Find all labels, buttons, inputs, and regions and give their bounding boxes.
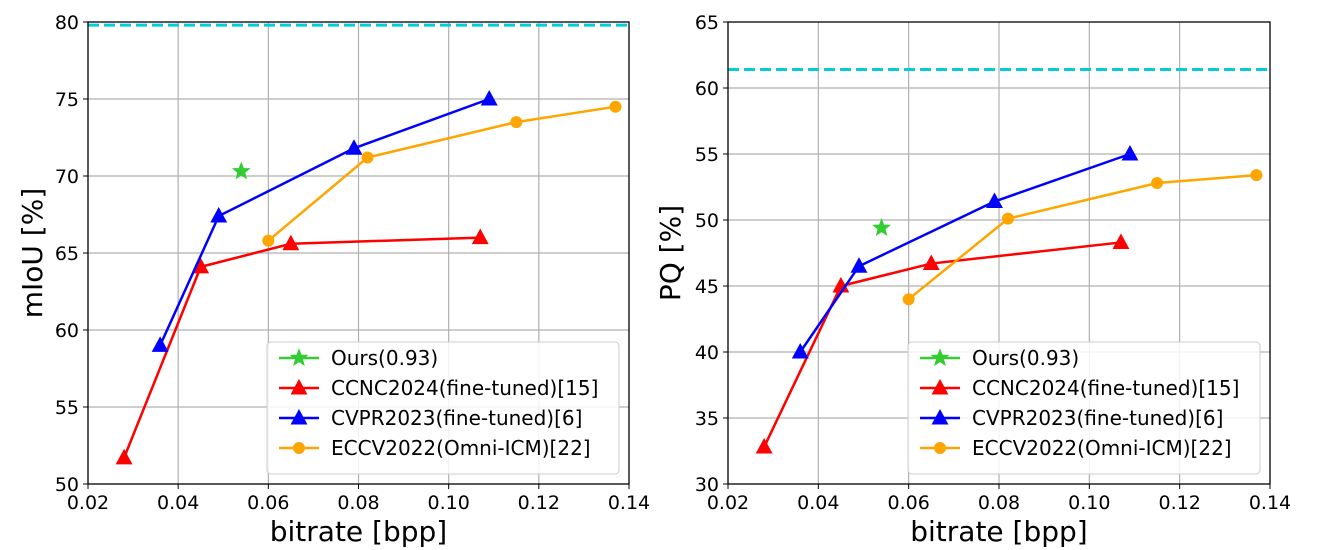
- legend-label: CCNC2024(fine-tuned)[15]: [972, 376, 1239, 400]
- legend-marker: [931, 408, 949, 425]
- legend-marker: [293, 442, 305, 454]
- data-point: [755, 437, 773, 454]
- data-point: [471, 228, 489, 245]
- y-tick-label: 50: [55, 474, 79, 496]
- y-tick-label: 60: [55, 320, 79, 342]
- data-point: [1250, 169, 1263, 182]
- y-tick-label: 65: [695, 12, 719, 34]
- data-point: [791, 342, 809, 359]
- y-tick-label: 80: [55, 12, 79, 34]
- x-tick-label: 0.14: [608, 492, 650, 514]
- x-tick-label: 0.04: [797, 492, 839, 514]
- x-tick-label: 0.06: [247, 492, 289, 514]
- legend-marker: [290, 378, 308, 395]
- legend-marker: [289, 348, 309, 367]
- data-point: [850, 257, 868, 273]
- legend-marker: [290, 408, 308, 425]
- data-point: [902, 293, 915, 306]
- x-tick-label: 0.12: [1159, 492, 1201, 514]
- series-3: [151, 89, 498, 352]
- series-3: [791, 144, 1139, 359]
- legend-label: ECCV2022(Omni-ICM)[22]: [331, 436, 591, 460]
- chart-2: 0.02 0.04 0.06 0.08 0.10 0.12 0.14 30 35 40 45 50 55…: [654, 12, 1291, 548]
- data-point: [361, 151, 374, 164]
- y-tick-label: 65: [55, 243, 79, 265]
- data-point: [151, 336, 169, 352]
- x-tick-label: 0.08: [337, 492, 379, 514]
- y-axis-label: mIoU [%]: [16, 188, 49, 319]
- data-point: [262, 234, 275, 247]
- chart-1: 0.02 0.04 0.06 0.08 0.10 0.12 0.14 50 55 60 65 70 75…: [16, 12, 650, 548]
- data-point: [1121, 144, 1139, 161]
- y-tick-label: 70: [55, 166, 79, 188]
- x-tick-label: 0.02: [67, 492, 109, 514]
- y-tick-label: 60: [695, 78, 719, 100]
- data-point: [510, 116, 523, 129]
- series-4: [902, 169, 1263, 306]
- y-tick-label: 75: [55, 89, 79, 111]
- legend: Ours(0.93) CCNC2024(fine-tuned)[15] CVPR20…: [907, 341, 1261, 475]
- legend-label: CCNC2024(fine-tuned)[15]: [331, 376, 598, 400]
- data-point: [345, 139, 363, 155]
- series-line: [122, 236, 481, 459]
- y-tick-label: 55: [695, 144, 719, 166]
- x-tick-label: 0.06: [888, 492, 930, 514]
- data-point: [922, 254, 940, 271]
- data-point: [282, 234, 300, 251]
- series-1: [872, 218, 891, 236]
- y-tick-label: 35: [695, 408, 719, 430]
- y-tick-label: 50: [695, 210, 719, 232]
- data-point: [986, 192, 1003, 209]
- series-2: [115, 228, 489, 465]
- x-tick-label: 0.12: [518, 492, 560, 514]
- series-line: [267, 105, 616, 242]
- series-line: [158, 97, 490, 346]
- x-tick-label: 0.02: [707, 492, 749, 514]
- data-point: [231, 161, 251, 180]
- x-tick-label: 0.10: [428, 492, 470, 514]
- data-point: [1002, 212, 1015, 225]
- x-tick-label: 0.04: [157, 492, 199, 514]
- legend-box: [907, 341, 1261, 475]
- x-tick-label: 0.08: [978, 492, 1020, 514]
- y-axis-label: PQ [%]: [654, 205, 687, 301]
- y-tick-label: 45: [695, 276, 719, 298]
- legend-marker: [934, 442, 946, 454]
- y-tick-label: 40: [695, 342, 719, 364]
- data-point: [1112, 233, 1130, 249]
- x-tick-label: 0.14: [1249, 492, 1291, 514]
- data-point: [480, 89, 498, 106]
- legend-box: [266, 341, 620, 475]
- y-tick-label: 55: [55, 397, 79, 419]
- data-point: [1151, 177, 1164, 190]
- legend-label: Ours(0.93): [331, 346, 438, 370]
- legend: Ours(0.93) CCNC2024(fine-tuned)[15] CVPR20…: [266, 341, 620, 475]
- y-tick-label: 30: [695, 474, 719, 496]
- legend-marker: [930, 348, 950, 367]
- legend-marker: [931, 378, 949, 395]
- series-2: [755, 233, 1130, 454]
- legend-label: CVPR2023(fine-tuned)[6]: [331, 406, 582, 430]
- x-axis-label: bitrate [bpp]: [910, 515, 1087, 548]
- series-line: [799, 152, 1131, 353]
- data-point: [210, 206, 228, 223]
- legend-label: Ours(0.93): [972, 346, 1079, 370]
- series-line: [907, 173, 1257, 301]
- series-line: [763, 241, 1122, 448]
- series-4: [262, 100, 622, 247]
- data-point: [115, 448, 133, 465]
- x-tick-label: 0.10: [1068, 492, 1110, 514]
- data-point: [609, 100, 622, 113]
- legend-label: ECCV2022(Omni-ICM)[22]: [972, 436, 1232, 460]
- series-1: [231, 161, 251, 180]
- x-axis-label: bitrate [bpp]: [270, 515, 447, 548]
- legend-label: CVPR2023(fine-tuned)[6]: [972, 406, 1223, 430]
- data-point: [872, 218, 891, 236]
